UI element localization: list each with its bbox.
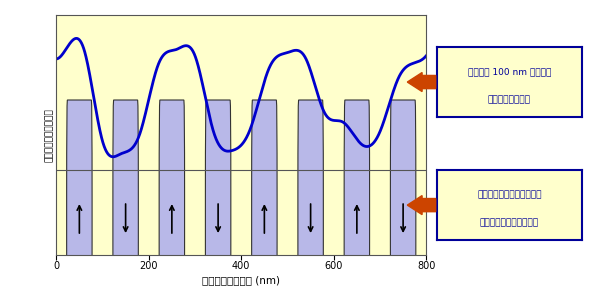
- Y-axis label: 再生出力（任意単位）: 再生出力（任意単位）: [44, 108, 53, 162]
- FancyBboxPatch shape: [67, 100, 92, 293]
- Text: 波形に対応するナノホール: 波形に対応するナノホール: [477, 190, 542, 199]
- FancyBboxPatch shape: [344, 100, 369, 293]
- FancyBboxPatch shape: [159, 100, 185, 293]
- FancyBboxPatch shape: [298, 100, 323, 293]
- Text: ビット長 100 nm の信号を: ビット長 100 nm の信号を: [468, 67, 551, 76]
- Text: 記録後の再生波形: 記録後の再生波形: [488, 95, 531, 104]
- Text: 位置と磁化方向の模式図: 位置と磁化方向の模式図: [480, 218, 539, 227]
- FancyBboxPatch shape: [252, 100, 277, 293]
- FancyBboxPatch shape: [390, 100, 416, 293]
- X-axis label: トラック方向距離 (nm): トラック方向距離 (nm): [202, 275, 280, 285]
- FancyBboxPatch shape: [205, 100, 231, 293]
- FancyBboxPatch shape: [113, 100, 139, 293]
